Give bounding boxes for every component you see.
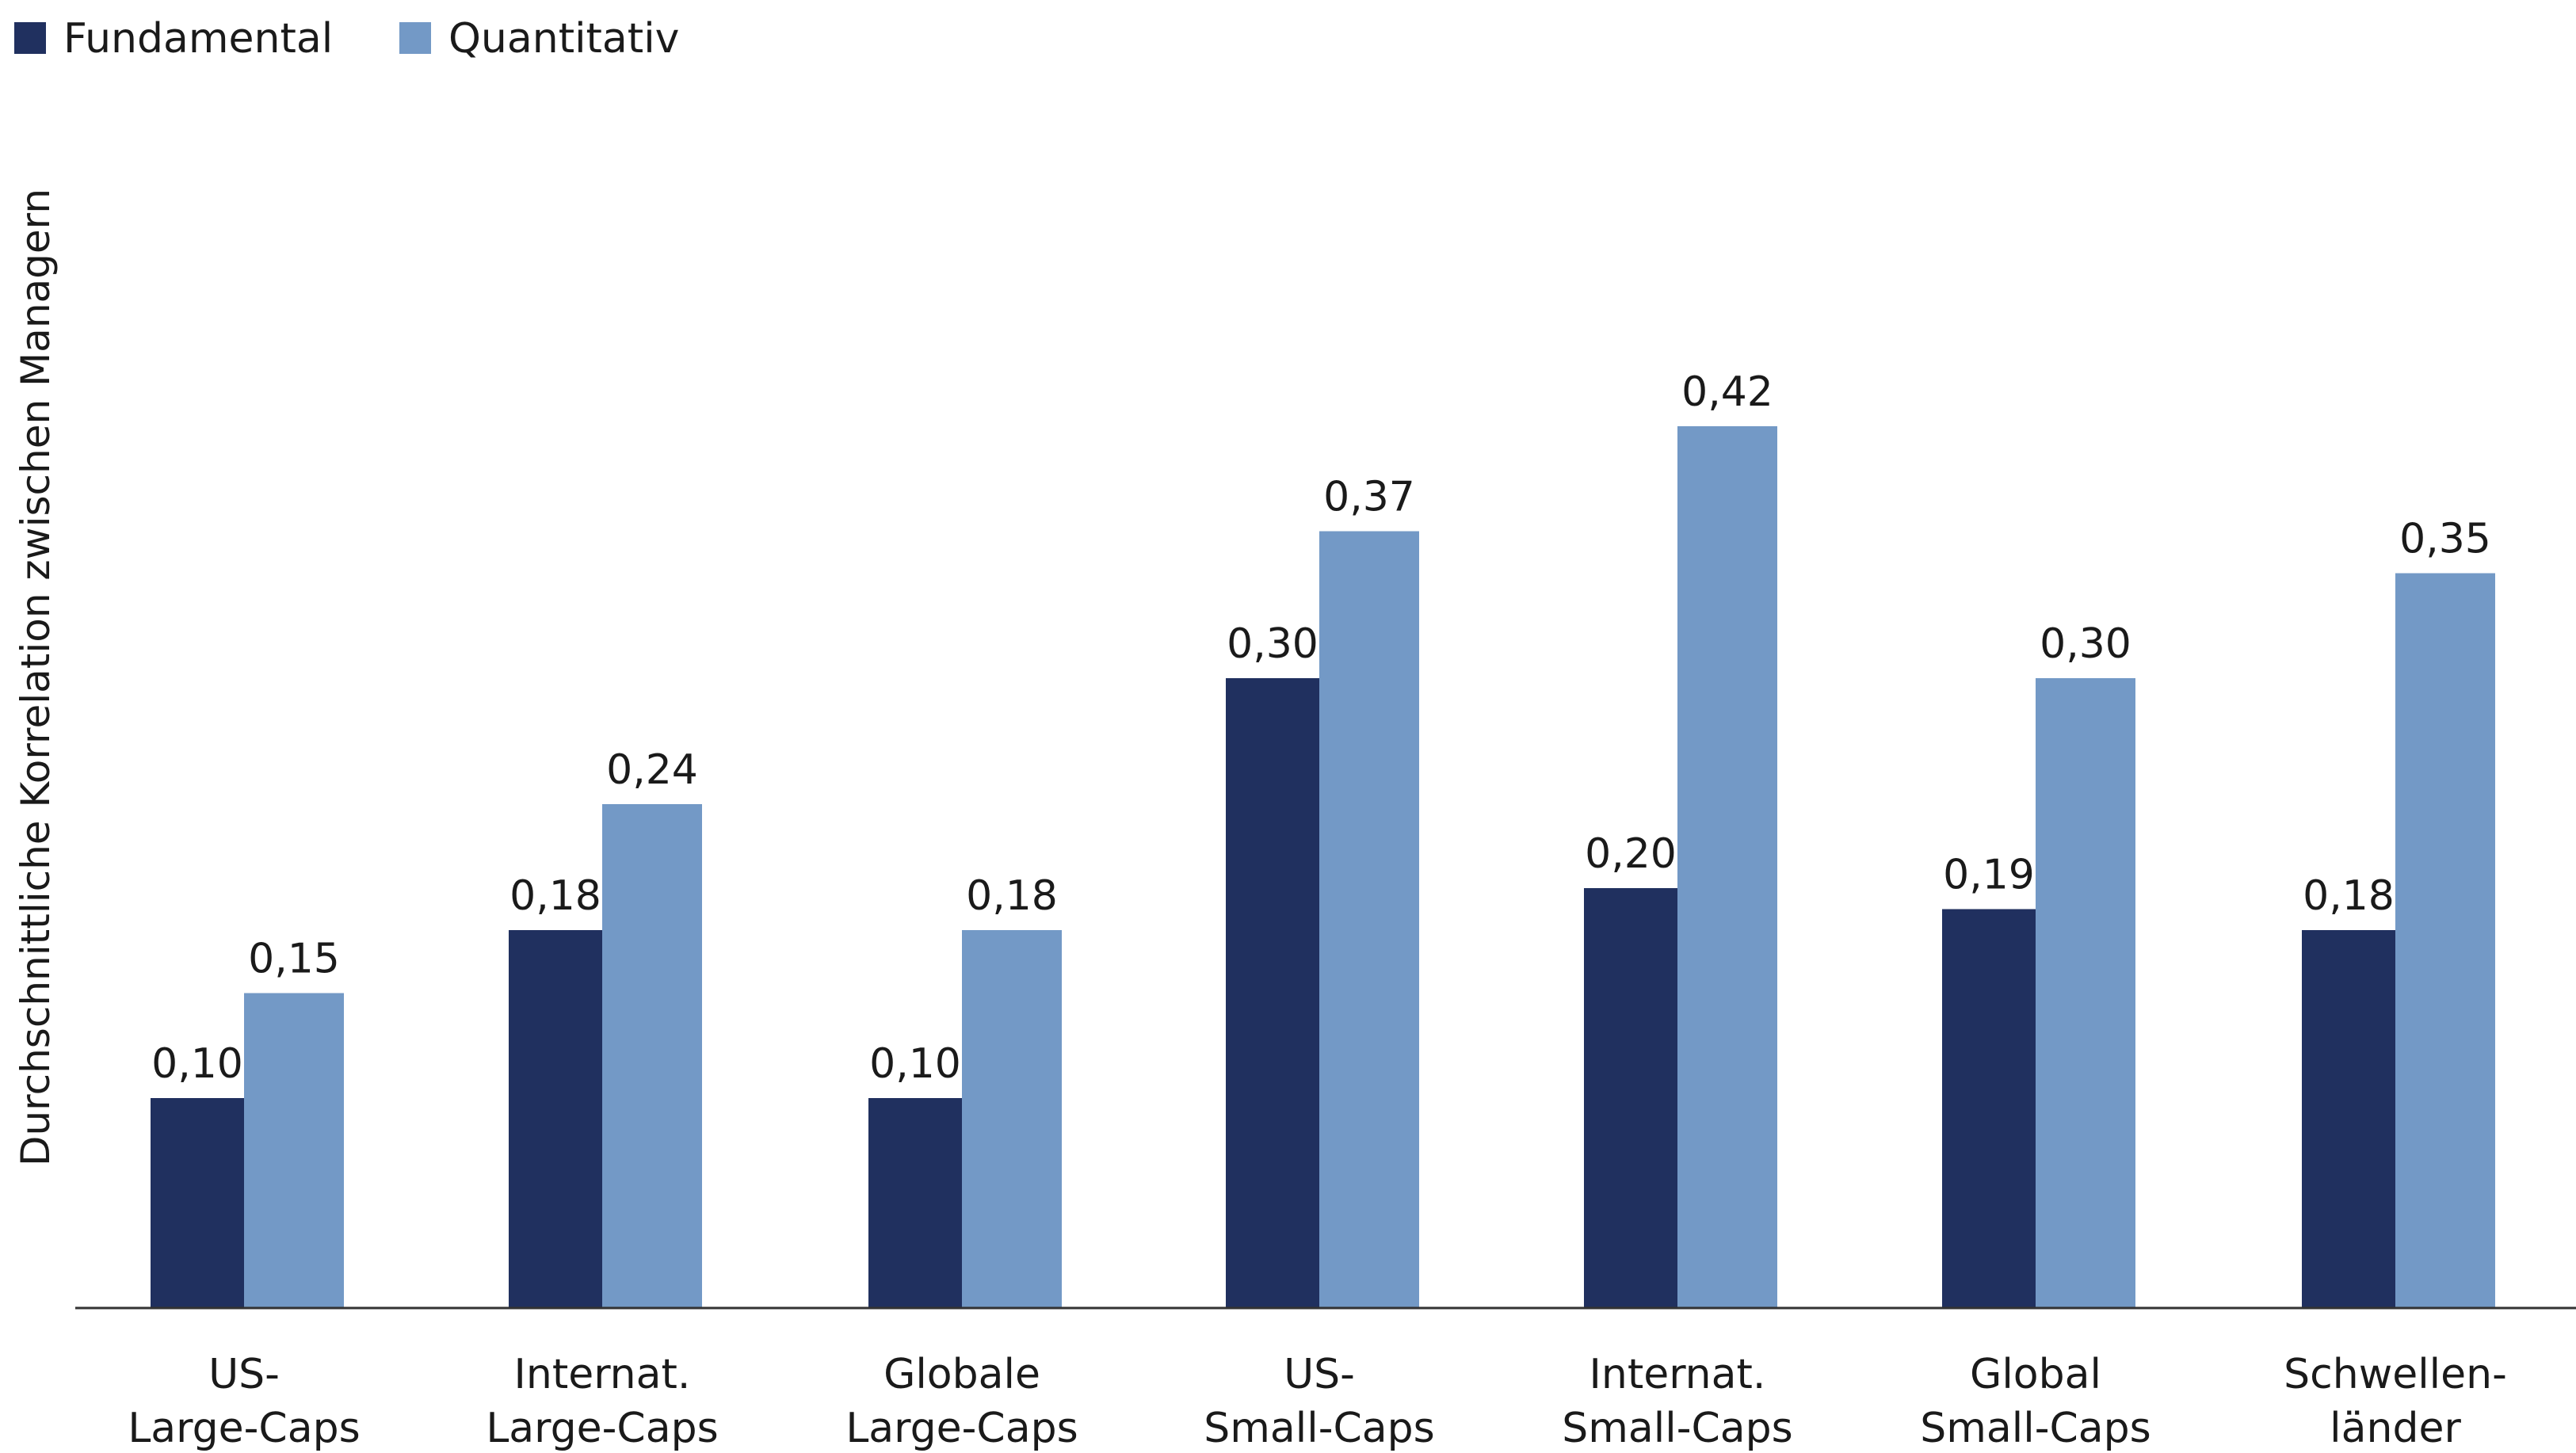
x-tick-label-3-line-0: US- (1284, 1351, 1355, 1398)
x-tick-label-0-line-0: US- (208, 1351, 280, 1398)
x-tick-label-4-line-0: Internat. (1589, 1351, 1766, 1398)
x-tick-label-2-line-1: Large-Caps (845, 1405, 1078, 1452)
legend-swatch-quantitativ (399, 22, 431, 54)
data-label-fundamental-3: 0,30 (1227, 620, 1319, 668)
data-label-quantitativ-6: 0,35 (2399, 516, 2491, 563)
x-tick-label-1-line-1: Large-Caps (486, 1405, 718, 1452)
bar-quantitativ-1 (602, 804, 702, 1308)
bar-quantitativ-5 (2036, 678, 2135, 1308)
bar-fundamental-4 (1584, 888, 1677, 1308)
bar-quantitativ-6 (2395, 573, 2495, 1308)
bar-quantitativ-0 (244, 993, 344, 1308)
bar-quantitativ-4 (1677, 426, 1777, 1308)
x-tick-labels: US- Large-Caps Internat. Large-Caps Globale L… (128, 1351, 2507, 1452)
data-label-quantitativ-2: 0,18 (966, 872, 1058, 920)
bar-quantitativ-3 (1319, 531, 1419, 1308)
x-tick-label-1-line-0: Internat. (514, 1351, 691, 1398)
legend-label-quantitativ: Quantitativ (448, 15, 679, 63)
data-label-fundamental-6: 0,18 (2303, 872, 2395, 920)
bar-fundamental-5 (1942, 909, 2036, 1308)
x-tick-label-0-line-1: Large-Caps (128, 1405, 360, 1452)
data-label-quantitativ-0: 0,15 (248, 936, 340, 983)
x-tick-label-4-line-1: Small-Caps (1562, 1405, 1792, 1452)
data-label-quantitativ-5: 0,30 (2040, 620, 2131, 668)
x-tick-label-6-line-0: Schwellen- (2284, 1351, 2507, 1398)
x-tick-label-2-line-0: Globale (883, 1351, 1040, 1398)
bar-fundamental-6 (2302, 930, 2395, 1308)
bar-fundamental-0 (151, 1098, 244, 1308)
data-label-fundamental-0: 0,10 (151, 1040, 243, 1088)
legend-label-fundamental: Fundamental (63, 15, 333, 63)
data-label-fundamental-1: 0,18 (509, 872, 601, 920)
bar-fundamental-3 (1226, 678, 1319, 1308)
value-labels: 0,10 0,15 0,18 0,24 0,10 0,18 0,30 0,37 0,20 0,42… (151, 368, 2491, 1088)
data-label-fundamental-5: 0,19 (1943, 852, 2035, 899)
data-label-quantitativ-4: 0,42 (1681, 368, 1773, 416)
data-label-quantitativ-3: 0,37 (1323, 474, 1415, 521)
legend: Fundamental Quantitativ (14, 15, 679, 63)
x-tick-label-5-line-0: Global (1970, 1351, 2101, 1398)
y-axis-label: Durchschnittliche Korrelation zwischen M… (13, 189, 59, 1166)
data-label-fundamental-2: 0,10 (869, 1040, 961, 1088)
legend-swatch-fundamental (14, 22, 46, 54)
data-label-fundamental-4: 0,20 (1585, 830, 1677, 878)
x-tick-label-5-line-1: Small-Caps (1920, 1405, 2150, 1452)
bar-quantitativ-2 (962, 930, 1062, 1308)
x-tick-label-6-line-1: länder (2330, 1405, 2461, 1452)
x-tick-label-3-line-1: Small-Caps (1204, 1405, 1434, 1452)
bars (151, 426, 2495, 1308)
data-label-quantitativ-1: 0,24 (606, 746, 698, 794)
bar-fundamental-2 (868, 1098, 962, 1308)
bar-fundamental-1 (509, 930, 602, 1308)
